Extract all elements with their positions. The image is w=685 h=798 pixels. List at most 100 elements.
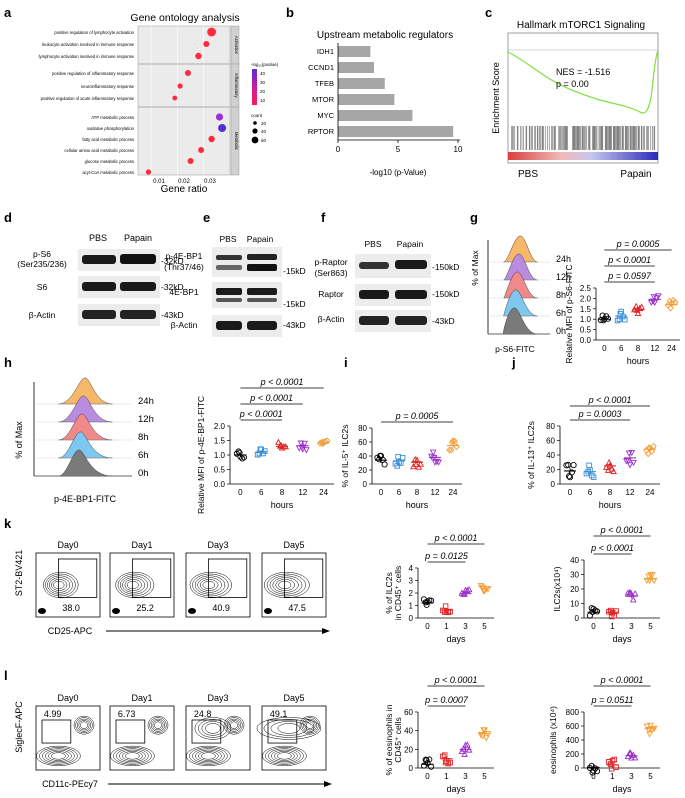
l2-xtick-label: 0 <box>591 772 596 781</box>
go-group-strip <box>230 106 240 176</box>
upstream-category-label: MTOR <box>312 95 335 104</box>
g-hist-ylabel: % of Max <box>470 250 480 286</box>
i-point <box>417 460 424 467</box>
upstream-category-label: MYC <box>317 111 334 120</box>
upstream-bar <box>338 126 454 137</box>
upstream-category-label: TFEB <box>315 79 334 88</box>
gsea-enrichment-curve <box>507 49 659 114</box>
go-group-label: Activation <box>234 36 239 55</box>
go-term-label: positive regulation of lymphocyte activa… <box>54 30 134 35</box>
i-ylabel: % of IL-5⁺ ILC2s <box>340 424 350 487</box>
k1-ytick-label: 3 <box>409 577 414 586</box>
g-hist-xlabel: p-S6-FITC <box>495 344 535 354</box>
k-contour <box>272 577 299 593</box>
j-ytick-label: 20 <box>546 466 555 475</box>
l-contour <box>265 747 304 765</box>
k2-point <box>629 596 637 603</box>
k1-point <box>477 583 485 590</box>
l-contour <box>189 747 228 765</box>
go-dot <box>198 147 205 153</box>
go-legend-dot-20 <box>253 121 257 125</box>
g-xtick-label: 0 <box>602 344 607 353</box>
h-point <box>303 447 310 454</box>
panel-d: d PBS Papain p-S6 (Ser235/236) S6 β-Acti… <box>4 210 184 326</box>
l-contour <box>299 715 321 735</box>
i-sig-label: p = 0.0005 <box>395 411 440 421</box>
i-point <box>429 449 437 456</box>
go-legend-dot-40 <box>252 128 258 134</box>
l-contour <box>194 717 232 740</box>
f-blot-2 <box>355 284 431 306</box>
l-contour <box>76 718 92 732</box>
g-sig-label: p < 0.0001 <box>607 255 651 265</box>
h-hist-xlabel: p-4E-BP1-FITC <box>54 494 117 504</box>
go-legend-count-tick-3: 60 <box>261 138 267 143</box>
i-xtick-label: 6 <box>397 488 402 497</box>
i-point <box>381 461 388 468</box>
upstream-category-label: IDH1 <box>317 47 334 56</box>
g-point <box>638 303 645 310</box>
j-ytick-label: 80 <box>546 422 555 431</box>
gsea-p: p = 0.00 <box>556 79 589 89</box>
g-hist-t0: 24h <box>556 254 571 264</box>
f-row2-label: Raptor <box>318 289 344 299</box>
go-term-label: lymphocyte activation involved in immune… <box>39 54 135 59</box>
g-point <box>622 316 628 323</box>
j-sig-label: p = 0.0003 <box>578 409 622 419</box>
h-point <box>277 441 285 449</box>
g-xtick-label: 24 <box>667 344 676 353</box>
h-hist-t0: 24h <box>138 396 154 407</box>
k-contour-dense <box>264 608 272 614</box>
d-blot-3 <box>78 304 160 326</box>
k1-ytick-label: 4 <box>409 564 414 573</box>
k-contour-dense <box>38 608 46 614</box>
e-row1-label-sub: (Thr37/46) <box>164 262 204 272</box>
k1-point <box>423 601 430 608</box>
j-point <box>586 462 592 469</box>
i-ytick-label: 0 <box>363 480 368 489</box>
l1-sig-label: p = 0.0007 <box>424 695 469 705</box>
j-point <box>645 444 653 452</box>
panel-label-l: l <box>4 668 8 683</box>
panel-f: f PBS Papain p-Raptor (Ser863) Raptor β-… <box>314 210 459 332</box>
k1-point <box>447 608 453 615</box>
h-hist-t4: 0h <box>138 468 149 479</box>
go-dot <box>184 70 191 76</box>
k2-xlabel: days <box>612 634 632 644</box>
k2-xtick-label: 5 <box>648 622 653 631</box>
l2-point <box>645 727 653 734</box>
l1-xtick-label: 0 <box>425 772 430 781</box>
k-contour <box>45 573 76 597</box>
l2-point <box>629 751 637 758</box>
k-contour <box>47 575 73 595</box>
i-point <box>376 456 383 463</box>
go-dot <box>208 135 215 143</box>
k2-point <box>627 589 634 596</box>
gsea-label-papain: Papain <box>620 169 651 180</box>
l-contour <box>80 721 88 729</box>
k1-sig-label: p = 0.0125 <box>424 551 469 561</box>
j-xtick-label: 8 <box>608 488 613 497</box>
i-point <box>446 446 453 454</box>
f-row3-kd: -43kD <box>432 316 455 326</box>
k-contour <box>51 579 68 591</box>
k1-point <box>442 603 449 609</box>
go-term-label: positive regulation of acute inflammator… <box>41 96 135 101</box>
f-row1-kd: -150kD <box>432 262 459 272</box>
k1-sig-label: p < 0.0001 <box>434 533 478 543</box>
i-ytick-label: 40 <box>358 452 367 461</box>
k-flow-xaxis: CD25-APC <box>48 626 93 636</box>
l-contour <box>147 715 169 735</box>
e-row2-kd: -15kD <box>283 299 306 309</box>
l-contour <box>75 717 93 734</box>
h-point <box>235 448 242 455</box>
l-gate-value: 6.73 <box>118 709 136 719</box>
go-term-label: neuroinflammatory response <box>81 84 135 89</box>
g-point <box>634 309 642 317</box>
g-ytick-label: 0.0 <box>580 336 592 345</box>
f-row1-label: p-Raptor <box>314 257 347 267</box>
g-xtick-label: 8 <box>636 344 641 353</box>
k-flow-plot <box>109 552 175 618</box>
upstream-title: Upstream metabolic regulators <box>317 30 453 41</box>
gsea-title: Hallmark mTORC1 Signaling <box>517 20 645 31</box>
